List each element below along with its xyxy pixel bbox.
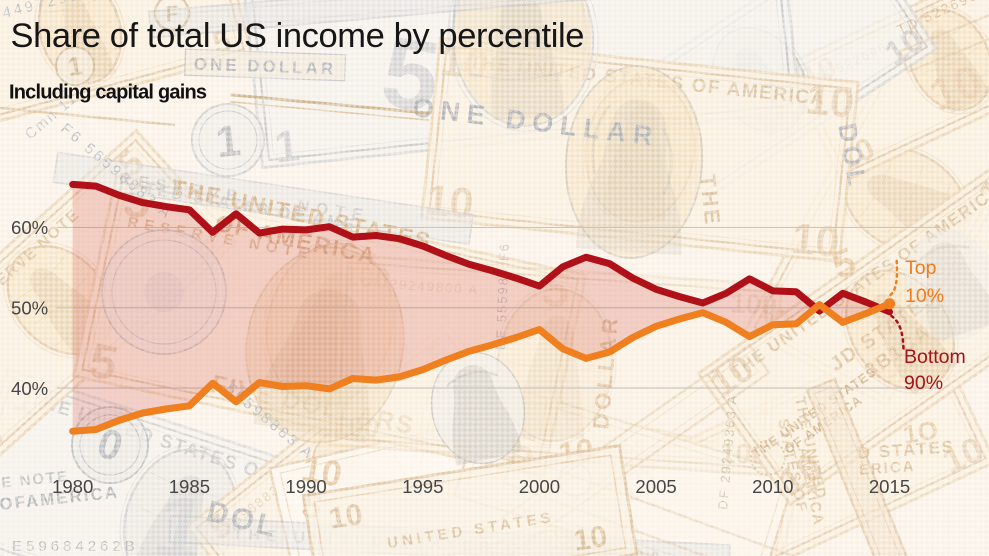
svg-text:1995: 1995 [402,476,443,497]
svg-text:Bottom: Bottom [904,346,966,368]
svg-text:Top: Top [905,257,937,279]
svg-text:Including capital gains: Including capital gains [9,82,207,104]
svg-text:50%: 50% [11,298,48,319]
svg-text:10%: 10% [905,285,944,307]
svg-text:2000: 2000 [519,476,560,497]
svg-text:1990: 1990 [285,476,326,497]
svg-text:90%: 90% [904,372,943,394]
svg-text:60%: 60% [11,217,48,238]
svg-text:40%: 40% [11,378,48,399]
svg-text:1980: 1980 [52,476,93,497]
svg-text:Share of total US income by pe: Share of total US income by percentile [11,17,585,55]
svg-text:2005: 2005 [635,476,676,497]
svg-text:2015: 2015 [869,476,910,497]
svg-text:1985: 1985 [169,476,210,497]
svg-text:2010: 2010 [752,476,793,497]
